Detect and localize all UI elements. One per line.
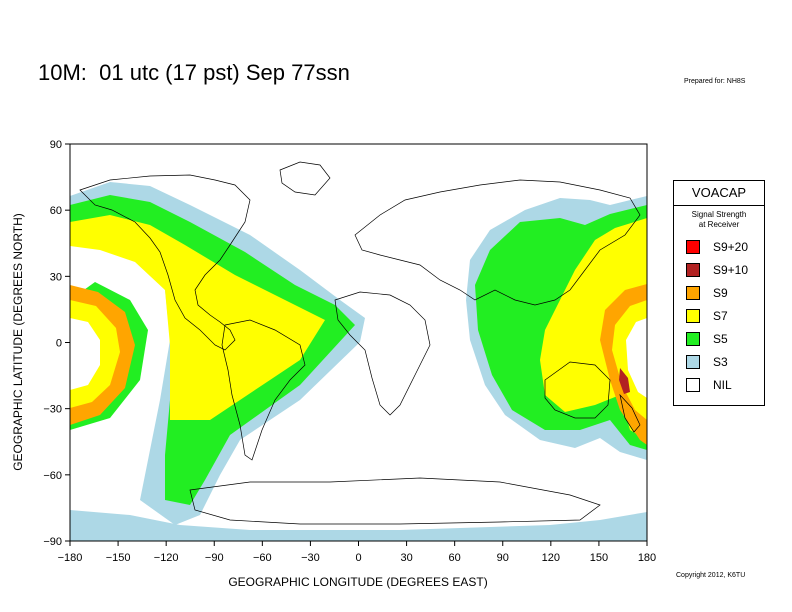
map-title: 10M: 01 utc (17 pst) Sep 77ssn (38, 60, 350, 85)
x-tick-label: −120 (154, 552, 179, 564)
pacific-americas-coverage (70, 182, 365, 525)
x-tick-label: −90 (205, 552, 224, 564)
legend-swatch (686, 355, 700, 369)
x-tick-label: −180 (58, 552, 83, 564)
x-tick-label: −60 (253, 552, 272, 564)
legend-subtitle-line2: at Receiver (698, 220, 740, 229)
legend-swatch (686, 309, 700, 323)
x-tick-label: −30 (301, 552, 320, 564)
signal-coverage-layer (70, 182, 647, 541)
x-tick-label: 180 (638, 552, 656, 564)
axes-layer: −180 −150 −120 −90 −60 −30 0 30 60 90 120 150 180 90 6… (43, 139, 656, 564)
y-tick-label: −60 (43, 470, 62, 482)
legend-item-s9plus10: S9+10 (686, 262, 748, 278)
x-tick-label: 150 (590, 552, 608, 564)
x-axis-label: GEOGRAPHIC LONGITUDE (DEGREES EAST) (228, 575, 487, 589)
x-tick-label: 30 (400, 552, 412, 564)
legend: VOACAP Signal Strength at Receiver S9+20… (673, 180, 765, 406)
y-tick-label: 0 (56, 338, 62, 350)
y-tick-label: −90 (43, 536, 62, 548)
antarctic-coverage (70, 510, 647, 541)
legend-swatch (686, 378, 700, 392)
legend-swatch (686, 240, 700, 254)
legend-item-s3: S3 (686, 354, 728, 370)
legend-item-s9plus20: S9+20 (686, 239, 748, 255)
legend-item-nil: NIL (686, 377, 732, 393)
legend-label: S5 (713, 332, 728, 346)
y-tick-label: 30 (50, 271, 62, 283)
legend-label: NIL (713, 378, 732, 392)
x-tick-label: −150 (106, 552, 131, 564)
legend-label: S3 (713, 355, 728, 369)
prepared-for-note: Prepared for: NH8S (684, 78, 746, 85)
x-tick-label: 120 (542, 552, 560, 564)
legend-swatch (686, 263, 700, 277)
legend-item-s9: S9 (686, 285, 728, 301)
legend-item-s7: S7 (686, 308, 728, 324)
legend-label: S9+20 (713, 240, 749, 254)
x-tick-label: 60 (449, 552, 461, 564)
y-tick-label: −30 (43, 404, 62, 416)
y-tick-label: 60 (50, 205, 62, 217)
x-tick-label: 0 (355, 552, 361, 564)
legend-swatch (686, 286, 700, 300)
legend-label: S7 (713, 309, 728, 323)
legend-label: S9 (713, 286, 728, 300)
legend-title: VOACAP (674, 181, 764, 206)
copyright-note: Copyright 2012, K6TU (676, 572, 746, 579)
legend-label: S9+10 (713, 263, 749, 277)
legend-subtitle-line1: Signal Strength (691, 210, 747, 219)
y-axis-label: GEOGRAPHIC LATITUDE (DEGREES NORTH) (11, 213, 25, 471)
y-tick-label: 90 (50, 139, 62, 151)
legend-item-s5: S5 (686, 331, 728, 347)
asia-oceania-coverage (466, 196, 647, 460)
x-tick-label: 90 (497, 552, 509, 564)
continent-outlines (79, 161, 641, 525)
legend-swatch (686, 332, 700, 346)
